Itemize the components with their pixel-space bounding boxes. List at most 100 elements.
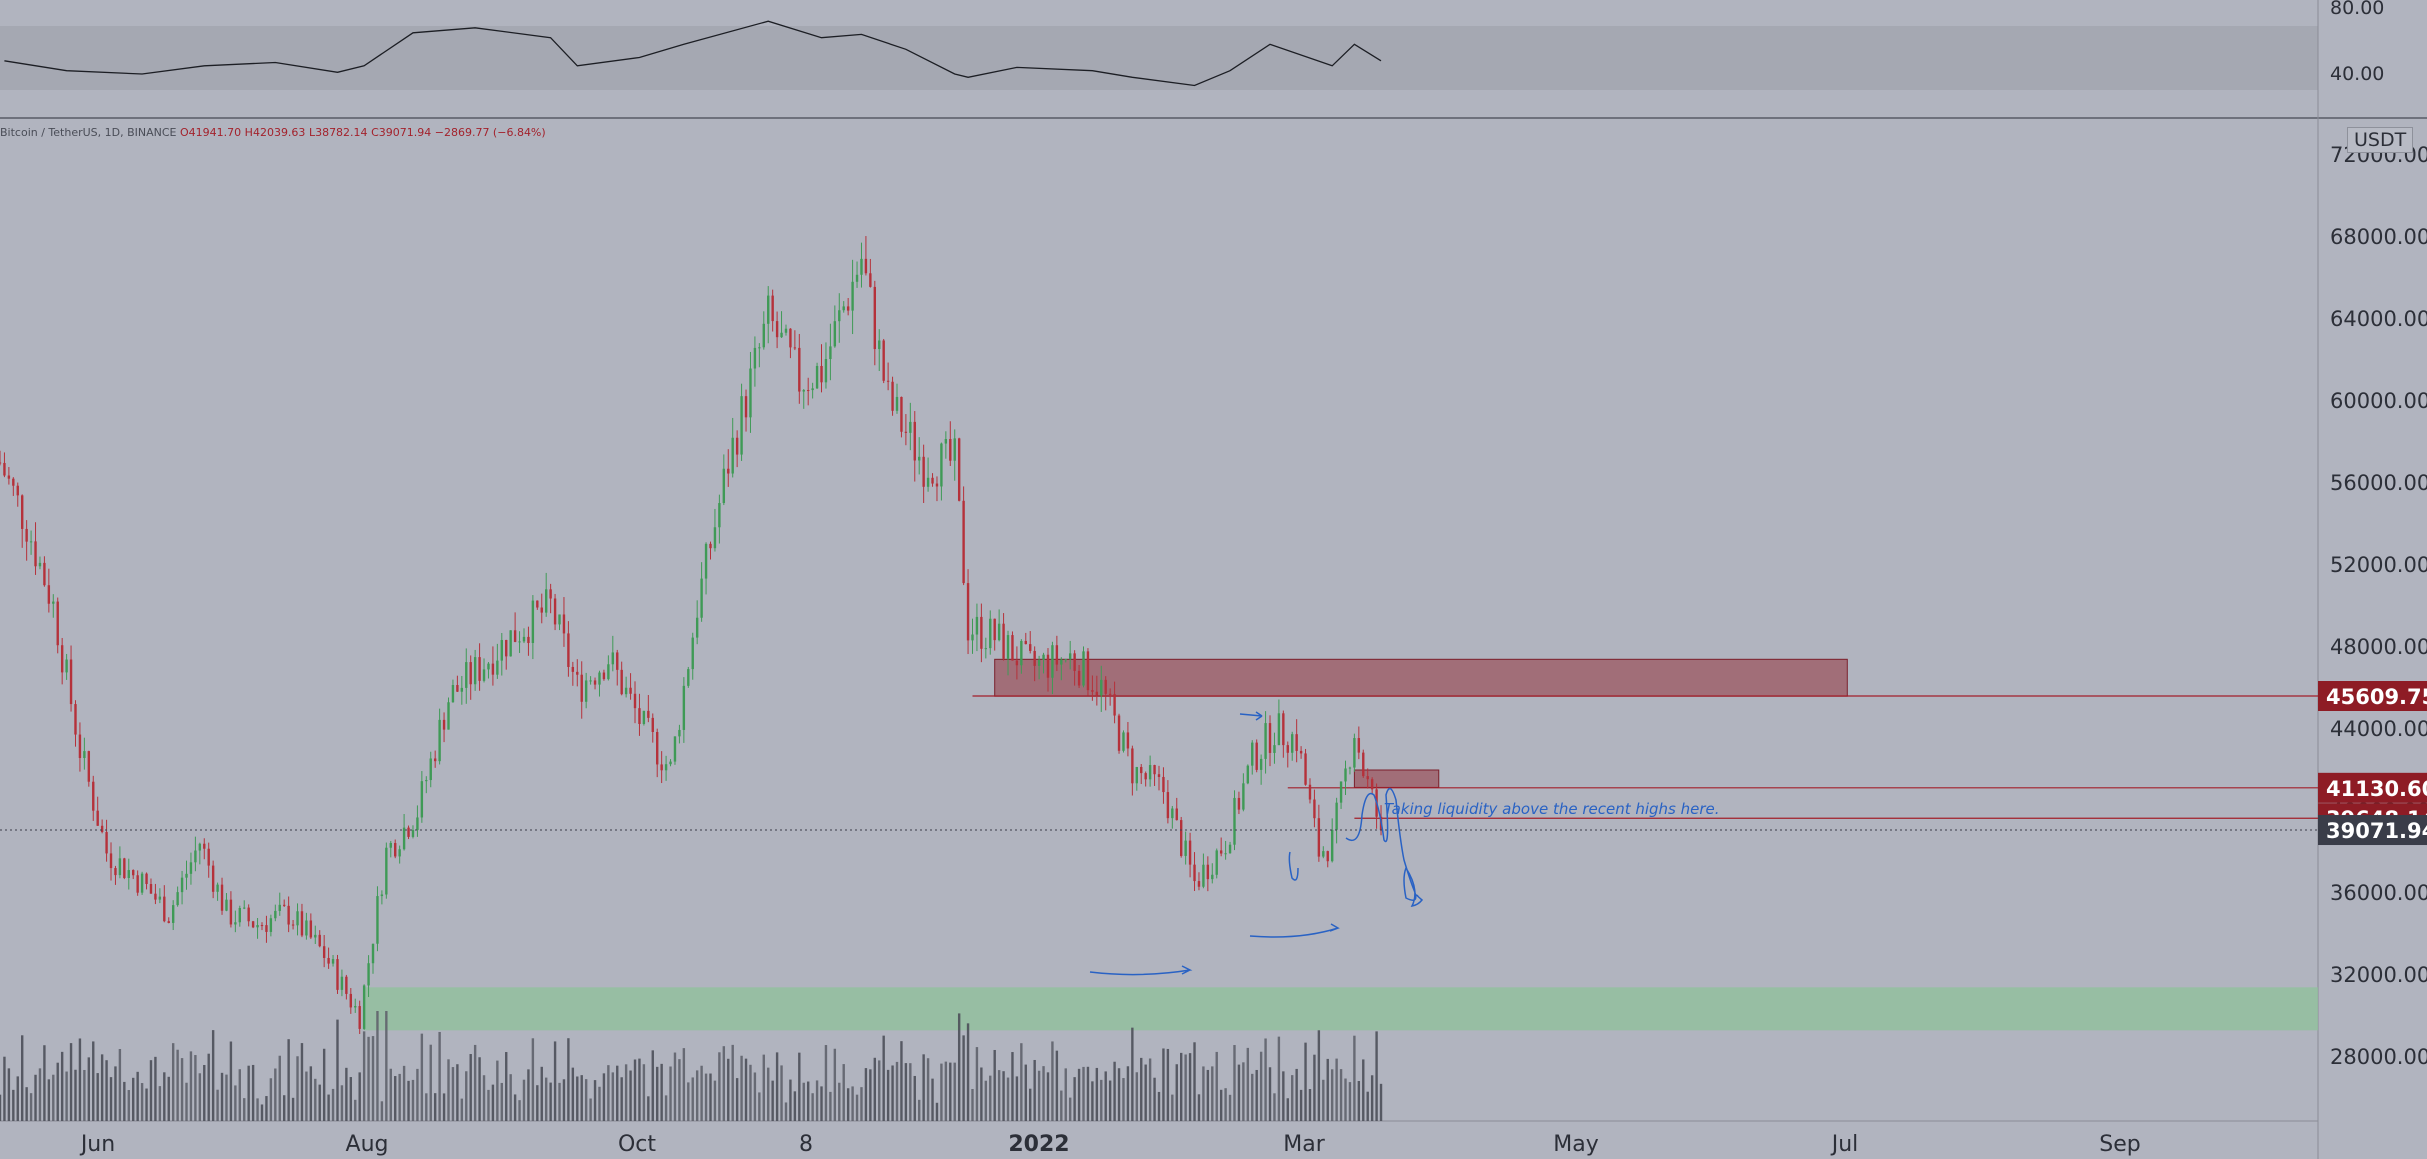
volume-bar <box>1353 1035 1356 1121</box>
volume-bar <box>1237 1064 1241 1121</box>
candle-body <box>656 732 659 765</box>
volume-bar <box>398 1073 401 1121</box>
candle-body <box>749 368 752 418</box>
price-axis[interactable]: 28000.0032000.0036000.0040000.0044000.00… <box>2330 143 2427 1069</box>
volume-bar <box>167 1076 170 1121</box>
candle-body <box>291 924 295 926</box>
candle-body <box>1020 640 1023 666</box>
drawings-layer <box>1089 711 1424 976</box>
volume-bar <box>96 1073 99 1121</box>
candle-body <box>167 921 170 923</box>
volume-bar <box>1366 1091 1369 1121</box>
volume-bar <box>21 1035 24 1121</box>
volume-bar <box>429 1044 432 1121</box>
volume-bar <box>1197 1094 1201 1121</box>
candle-body <box>531 600 535 644</box>
candle-body <box>136 875 139 893</box>
candle-body <box>647 710 650 718</box>
candle-body <box>940 443 943 487</box>
candle-body <box>1255 742 1258 770</box>
candle-body <box>331 959 335 964</box>
candle-body <box>478 657 481 681</box>
volume-bar <box>527 1069 530 1121</box>
volume-bar <box>349 1077 353 1121</box>
candle-body <box>1188 840 1192 865</box>
candle-body <box>740 396 743 455</box>
volume-bar <box>407 1080 410 1121</box>
candle-body <box>567 633 570 667</box>
candle-body <box>87 751 91 782</box>
currency-badge[interactable]: USDT <box>2347 127 2414 153</box>
candle-body <box>851 281 854 311</box>
candle-body <box>1335 802 1338 830</box>
candle-body <box>207 848 210 866</box>
volume-bar <box>869 1069 872 1121</box>
candle-body <box>305 920 308 936</box>
annotation-text[interactable]: Taking liquidity above the recent highs … <box>1384 800 1720 818</box>
candle-body <box>1299 750 1303 754</box>
volume-bar <box>1304 1042 1307 1121</box>
volume-bar <box>473 1044 477 1121</box>
candle-body <box>678 729 681 737</box>
candle-body <box>322 946 326 958</box>
volume-bar <box>74 1069 77 1121</box>
volume-bar <box>980 1067 983 1121</box>
volume-bar <box>616 1065 619 1121</box>
volume-bar <box>1002 1071 1005 1121</box>
volume-bar <box>749 1064 752 1121</box>
candle-body <box>407 827 410 837</box>
candle-body <box>487 663 490 670</box>
candle-body <box>203 843 206 849</box>
candle-body <box>660 764 663 771</box>
volume-bar <box>114 1066 117 1121</box>
volume-bar <box>225 1074 228 1121</box>
volume-bar <box>731 1044 734 1121</box>
candle-body <box>1348 767 1352 769</box>
candle-body <box>869 273 872 287</box>
volume-bar <box>171 1043 175 1121</box>
price-label-0-text: 45609.75 <box>2326 685 2427 709</box>
volume-bar <box>829 1091 832 1121</box>
time-tick-label: May <box>1553 1132 1598 1157</box>
candle-body <box>620 669 623 695</box>
volume-bar <box>669 1066 672 1121</box>
volume-bar <box>1322 1079 1325 1121</box>
candle-body <box>1304 753 1307 785</box>
candle-body <box>642 710 646 724</box>
volume-bar <box>695 1070 699 1121</box>
volume-bar <box>1073 1077 1076 1121</box>
volume-bar <box>336 1019 339 1121</box>
candle-body <box>78 734 82 759</box>
candle-body <box>0 462 2 464</box>
candle-body <box>891 381 894 411</box>
candle-body <box>633 693 637 709</box>
candle-body <box>1157 774 1161 777</box>
candle-body <box>185 873 188 878</box>
volume-bar <box>1029 1088 1032 1121</box>
candle-body <box>624 687 628 695</box>
time-axis[interactable]: Jun Aug Oct 8 2022 Mar May Jul Sep <box>79 1132 2141 1157</box>
volume-bar <box>1335 1058 1338 1121</box>
candle-body <box>1042 654 1045 660</box>
price-label-1-text: 41130.60 <box>2326 777 2427 801</box>
candle-body <box>1140 766 1143 774</box>
volume-bar <box>895 1061 899 1121</box>
volume-bar <box>851 1086 854 1121</box>
volume-bar <box>1375 1031 1378 1121</box>
candle-body <box>984 648 988 650</box>
volume-bar <box>1175 1064 1178 1121</box>
candle-body <box>762 323 765 348</box>
candle-body <box>114 868 117 876</box>
candle-body <box>1104 679 1107 694</box>
volume-bar <box>176 1049 179 1121</box>
annotation-stroke-2 <box>1239 711 1263 721</box>
candle-body <box>864 258 868 274</box>
candle-body <box>220 884 224 911</box>
candle-body <box>163 896 166 922</box>
candle-body <box>1171 808 1174 819</box>
volume-bar <box>123 1081 126 1121</box>
candle-body <box>829 346 832 360</box>
volume-bar <box>229 1041 233 1121</box>
candle-body <box>109 853 113 869</box>
